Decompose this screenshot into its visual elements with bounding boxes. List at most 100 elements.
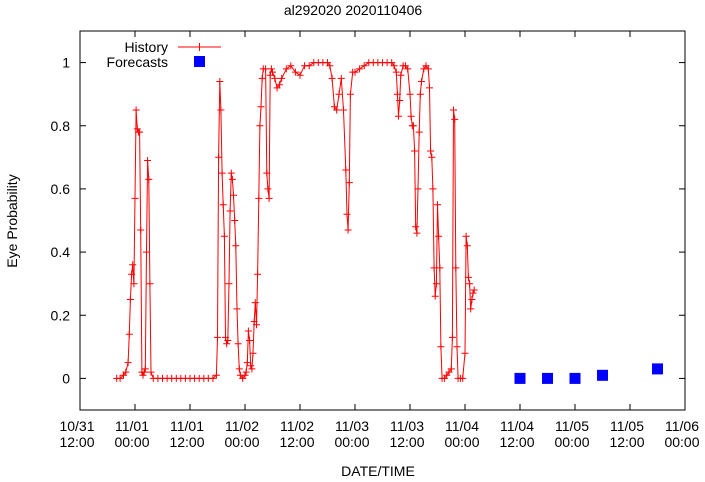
history-point bbox=[407, 112, 415, 120]
history-point bbox=[234, 340, 242, 348]
history-point bbox=[139, 371, 147, 379]
history-point bbox=[328, 74, 336, 82]
history-point bbox=[254, 270, 262, 278]
history-point bbox=[452, 264, 460, 272]
history-point bbox=[140, 368, 148, 376]
history-point bbox=[124, 359, 132, 367]
y-tick-label: 0.4 bbox=[51, 244, 71, 260]
legend-forecasts-label: Forecasts bbox=[107, 54, 168, 70]
history-point bbox=[257, 103, 265, 111]
legend: History Forecasts bbox=[107, 39, 221, 70]
history-point bbox=[209, 374, 217, 382]
history-point bbox=[418, 78, 425, 85]
history-point bbox=[463, 242, 471, 250]
history-point bbox=[435, 232, 443, 240]
history-point bbox=[130, 280, 138, 288]
history-point bbox=[216, 78, 224, 85]
legend-history-marker bbox=[195, 43, 204, 51]
y-tick-label: 0.8 bbox=[51, 118, 71, 134]
history-point bbox=[411, 147, 419, 155]
history-point bbox=[232, 242, 240, 250]
plot-frame bbox=[79, 30, 686, 411]
history-point bbox=[326, 62, 334, 70]
history-point bbox=[228, 175, 236, 183]
history-point bbox=[241, 371, 249, 379]
x-tick-label-date: 11/03 bbox=[390, 418, 424, 434]
forecast-point bbox=[597, 369, 608, 381]
history-point bbox=[351, 68, 359, 76]
forecast-point bbox=[652, 363, 663, 375]
history-point bbox=[291, 68, 299, 76]
history-point bbox=[271, 74, 279, 82]
history-point bbox=[248, 365, 256, 373]
history-point bbox=[215, 153, 223, 161]
history-point bbox=[145, 175, 153, 183]
history-point bbox=[226, 207, 234, 215]
history-point bbox=[406, 90, 414, 98]
history-point bbox=[356, 65, 364, 73]
history-point bbox=[464, 273, 472, 281]
x-tick-label-date: 11/01 bbox=[115, 418, 149, 434]
x-tick-label-date: 10/31 bbox=[59, 418, 94, 434]
y-tick-label: 0.6 bbox=[51, 181, 71, 197]
history-point bbox=[427, 147, 435, 155]
history-point bbox=[287, 62, 295, 70]
history-point bbox=[218, 169, 226, 177]
history-point bbox=[220, 232, 228, 240]
x-tick-label-date: 11/04 bbox=[500, 418, 534, 434]
history-point bbox=[258, 74, 266, 82]
x-tick-label-time: 00:00 bbox=[664, 434, 699, 450]
history-point bbox=[251, 299, 259, 307]
history-point bbox=[340, 106, 347, 114]
history-point bbox=[217, 106, 225, 114]
history-point bbox=[360, 62, 368, 70]
history-point bbox=[429, 185, 437, 193]
history-point bbox=[393, 90, 401, 98]
history-point bbox=[470, 286, 478, 294]
x-tick-label-date: 11/04 bbox=[445, 418, 479, 434]
history-point bbox=[414, 185, 422, 193]
history-point bbox=[404, 65, 412, 73]
history-point bbox=[345, 179, 353, 187]
history-point bbox=[305, 62, 313, 70]
x-tick-label-time: 00:00 bbox=[224, 434, 259, 450]
forecast-point bbox=[542, 372, 553, 384]
history-point bbox=[282, 65, 290, 73]
forecast-point bbox=[569, 372, 581, 384]
history-point bbox=[244, 327, 252, 335]
history-point bbox=[467, 305, 475, 313]
history-point bbox=[227, 169, 235, 177]
history-point bbox=[233, 305, 241, 313]
history-point bbox=[246, 337, 254, 344]
history-point bbox=[296, 71, 304, 79]
history-point bbox=[416, 90, 424, 98]
y-tick-label: 1 bbox=[62, 55, 70, 71]
history-point bbox=[437, 343, 445, 351]
history-point bbox=[337, 74, 345, 82]
history-point bbox=[275, 81, 283, 89]
history-point bbox=[344, 226, 352, 234]
history-point bbox=[116, 374, 124, 382]
history-point bbox=[436, 264, 444, 272]
x-tick-label-time: 12:00 bbox=[279, 434, 314, 450]
history-point bbox=[278, 74, 286, 82]
x-tick-label-date: 11/05 bbox=[555, 418, 589, 434]
history-point bbox=[451, 115, 459, 123]
history-point bbox=[269, 68, 276, 76]
x-tick-label-time: 12:00 bbox=[169, 434, 204, 450]
history-point bbox=[453, 343, 461, 351]
history-point bbox=[426, 84, 433, 92]
forecast-point bbox=[514, 372, 526, 384]
history-point bbox=[253, 321, 260, 329]
history-point bbox=[335, 90, 343, 98]
history-point bbox=[141, 365, 149, 373]
history-point bbox=[413, 229, 421, 237]
history-point bbox=[346, 90, 354, 98]
history-point bbox=[447, 365, 455, 373]
history-point bbox=[256, 122, 264, 130]
history-point bbox=[395, 112, 402, 120]
history-point bbox=[247, 362, 255, 370]
x-tick-label-date: 11/02 bbox=[225, 418, 259, 434]
x-tick-label-date: 11/02 bbox=[280, 418, 314, 434]
